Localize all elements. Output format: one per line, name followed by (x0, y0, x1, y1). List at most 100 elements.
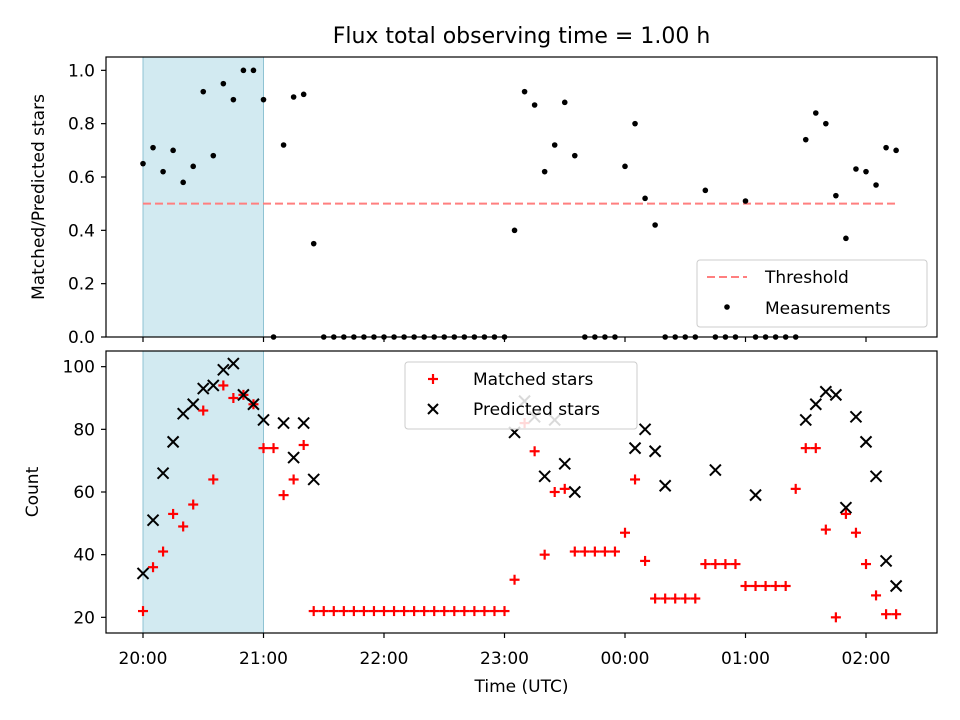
matched-star-point (489, 606, 500, 617)
matched-star-point (539, 549, 550, 560)
matched-star-point (258, 443, 269, 454)
matched-legend-swatch (428, 374, 438, 384)
predicted-star-point (568, 485, 581, 499)
bottom-x-tick-label: 00:00 (601, 649, 650, 669)
matched-star-point (449, 606, 460, 617)
matched-star-point (168, 508, 179, 519)
predicted-star-point (849, 410, 863, 424)
matched-star-point (750, 581, 761, 591)
matched-star-point (288, 474, 299, 485)
measurement-point (310, 240, 317, 247)
matched-star-point (218, 380, 229, 391)
predicted-star-point (217, 363, 230, 377)
matched-star-point (599, 546, 610, 557)
bottom-legend-box (404, 361, 638, 430)
predicted-legend-label: Predicted stars (473, 400, 600, 420)
bottom-legend: Matched stars Predicted stars (404, 361, 638, 430)
measurement-point (180, 179, 186, 186)
matched-star-point (178, 521, 189, 532)
measurements-legend-label: Measurements (765, 299, 891, 319)
bottom-y-tick-label: 20 (73, 608, 95, 628)
measurement-point (250, 67, 257, 74)
predicted-star-point (207, 379, 220, 392)
measurement-point (541, 168, 548, 175)
measurement-point (170, 147, 176, 154)
predicted-star-point (227, 357, 240, 370)
bottom-y-ticks: 20 40 60 80 100 (63, 358, 106, 628)
bottom-x-tick-label: 20:00 (119, 649, 168, 669)
predicted-star-point (297, 416, 310, 430)
measurement-point (521, 88, 528, 95)
matched-star-point (399, 606, 410, 617)
measurement-point (873, 182, 879, 188)
predicted-star-point (809, 398, 822, 411)
matched-star-point (208, 474, 219, 485)
bottom-y-tick-label: 60 (73, 483, 95, 503)
measurement-point (531, 102, 538, 108)
matched-star-point (278, 490, 289, 501)
predicted-star-point (538, 470, 551, 483)
matched-star-point (419, 606, 430, 617)
predicted-star-point (628, 441, 642, 455)
bottom-x-tick-label: 02:00 (842, 649, 891, 669)
matched-star-point (770, 581, 781, 591)
predicted-star-point (749, 488, 762, 502)
matched-star-point (830, 612, 841, 623)
matched-star-point (549, 487, 560, 497)
bottom-x-tick-label: 22:00 (360, 649, 409, 669)
measurement-point (210, 152, 217, 159)
matched-star-point (630, 474, 641, 485)
predicted-star-point (709, 463, 722, 477)
matched-star-point (670, 593, 681, 604)
matched-star-point (740, 581, 751, 591)
predicted-star-point (247, 398, 260, 411)
top-y-axis-label: Matched/Predicted stars (29, 94, 49, 300)
matched-star-point (328, 606, 339, 617)
predicted-star-point (558, 457, 571, 471)
matched-star-point (499, 606, 510, 617)
measurement-point (853, 166, 859, 172)
measurement-point (300, 91, 307, 98)
bottom-y-tick-label: 40 (73, 546, 95, 566)
matched-star-point (790, 483, 801, 494)
bottom-x-ticks: 20:00 21:00 22:00 23:00 00:00 01:00 02:00 (119, 633, 891, 669)
matched-star-point (429, 606, 440, 617)
measurement-point (290, 94, 297, 100)
measurement-point (632, 120, 638, 127)
matched-star-point (730, 559, 741, 570)
measurement-point (843, 235, 849, 242)
matched-star-point (579, 546, 590, 557)
predicted-star-point (197, 382, 210, 395)
matched-star-point (660, 593, 671, 604)
top-legend: Threshold Measurements (696, 259, 928, 328)
predicted-stars-points (136, 357, 903, 593)
matched-star-point (198, 405, 209, 416)
matched-star-point (780, 581, 791, 591)
predicted-star-point (638, 423, 652, 436)
predicted-star-point (889, 579, 903, 593)
measurement-point (230, 96, 237, 103)
matched-star-point (308, 606, 319, 617)
matched-star-point (710, 559, 721, 570)
measurement-point (833, 192, 839, 199)
measurement-point (240, 67, 247, 74)
measurement-point (622, 163, 628, 170)
matched-star-point (871, 590, 882, 601)
measurement-point (160, 168, 166, 175)
matched-star-point (820, 524, 831, 535)
matched-star-point (228, 393, 239, 403)
predicted-star-point (156, 466, 170, 480)
matched-star-point (439, 606, 450, 617)
matched-star-point (529, 446, 540, 457)
matched-star-point (569, 546, 580, 557)
matched-star-point (609, 546, 620, 557)
matched-star-point (188, 499, 199, 510)
measurement-point (652, 222, 658, 228)
top-highlight-span (142, 56, 264, 338)
matched-star-point (379, 606, 389, 617)
measurement-point (702, 187, 709, 194)
predicted-star-point (146, 513, 160, 527)
matched-star-point (800, 443, 811, 454)
predicted-star-point (307, 473, 320, 486)
